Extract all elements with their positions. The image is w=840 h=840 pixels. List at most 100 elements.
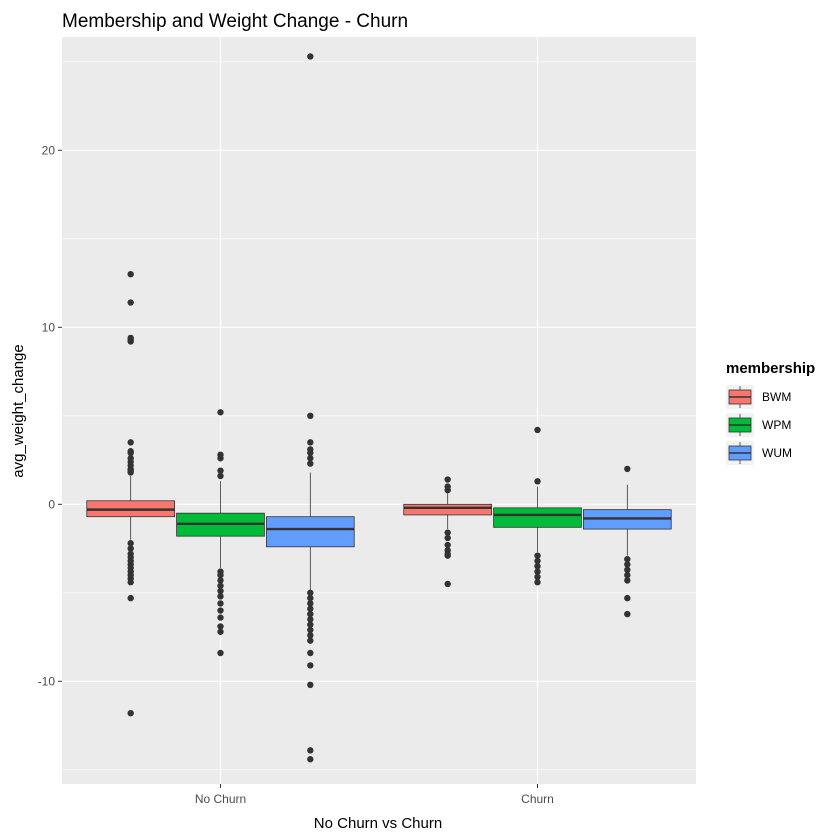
outlier-point: [307, 610, 314, 618]
outlier-point: [307, 439, 314, 446]
outlier-point: [307, 747, 314, 754]
outlier-point: [217, 614, 224, 621]
box-wpm-no-churn: [176, 409, 265, 657]
legend: membership BWM WPM WUM: [726, 360, 815, 465]
outlier-point: [127, 469, 134, 476]
outlier-point: [127, 579, 134, 586]
outlier-point: [217, 577, 224, 584]
outlier-point: [127, 270, 134, 278]
outlier-point: [307, 637, 314, 644]
legend-label: BWM: [762, 390, 791, 404]
outlier-point: [624, 610, 631, 618]
outlier-point: [307, 53, 314, 60]
outlier-point: [127, 594, 134, 602]
outlier-point: [217, 593, 224, 600]
outlier-point: [127, 540, 134, 547]
plot-panel: [62, 37, 696, 784]
box-body: [403, 503, 492, 516]
outlier-point: [217, 472, 224, 480]
outlier-point: [534, 573, 541, 581]
box-wum-churn: [583, 465, 672, 618]
y-tick-label: 0: [48, 497, 55, 511]
outlier-point: [307, 605, 314, 612]
outlier-point: [444, 476, 451, 483]
outlier-point: [624, 566, 631, 574]
outlier-point: [444, 529, 451, 536]
outlier-point: [624, 571, 631, 579]
outlier-point: [624, 594, 631, 602]
outlier-point: [307, 621, 314, 628]
outlier-point: [217, 628, 224, 635]
x-axis: No Churn Churn: [195, 784, 554, 806]
outlier-point: [307, 626, 314, 634]
outlier-point: [127, 545, 134, 552]
outlier-point: [307, 649, 314, 657]
outlier-point: [217, 582, 224, 589]
outlier-point: [217, 467, 224, 474]
outlier-point: [534, 557, 541, 565]
outlier-point: [307, 412, 314, 420]
outlier-point: [217, 409, 224, 416]
legend-label: WUM: [762, 446, 792, 460]
box-body: [266, 516, 355, 548]
outlier-point: [217, 455, 224, 462]
outlier-point: [444, 552, 451, 559]
panel-background: [62, 37, 696, 784]
outlier-point: [307, 616, 314, 623]
y-axis: -10 0 10 20: [38, 143, 62, 688]
outlier-point: [127, 299, 134, 306]
box-bwm-churn: [403, 476, 492, 588]
outlier-point: [444, 580, 451, 588]
outlier-point: [444, 534, 451, 542]
y-tick-label: 20: [42, 143, 56, 157]
x-tick-label: No Churn: [195, 792, 246, 806]
x-axis-title: No Churn vs Churn: [314, 815, 442, 832]
outlier-point: [307, 594, 314, 602]
outlier-point: [534, 568, 541, 575]
outlier-point: [217, 607, 224, 614]
legend-key-wum: [726, 441, 754, 465]
outlier-point: [127, 338, 134, 345]
outlier-point: [624, 561, 631, 568]
outlier-point: [624, 555, 631, 563]
outlier-point: [624, 577, 631, 584]
outlier-point: [217, 587, 224, 595]
outlier-point: [534, 552, 541, 559]
y-tick-label: 10: [42, 320, 56, 334]
box-wpm-churn: [493, 426, 582, 586]
outlier-point: [217, 649, 224, 657]
outlier-point: [444, 486, 451, 494]
outlier-point: [534, 478, 541, 485]
y-tick-label: -10: [38, 674, 56, 688]
outlier-point: [534, 563, 541, 570]
outlier-point: [127, 439, 134, 446]
outlier-point: [307, 681, 314, 689]
legend-label: WPM: [762, 418, 791, 432]
outlier-point: [217, 571, 224, 579]
outlier-point: [127, 449, 134, 457]
chart-title: Membership and Weight Change - Churn: [62, 11, 408, 32]
legend-title: membership: [726, 360, 815, 377]
x-tick-label: Churn: [521, 792, 554, 806]
outlier-point: [307, 449, 314, 457]
box-body: [493, 507, 582, 528]
outlier-point: [307, 662, 314, 669]
y-axis-title: avg_weight_change: [10, 344, 27, 477]
outlier-point: [534, 579, 541, 586]
outlier-point: [217, 600, 224, 607]
boxplots: [86, 53, 672, 763]
outlier-point: [307, 460, 314, 467]
box-bwm-no-churn: [86, 270, 175, 717]
outlier-point: [307, 455, 314, 462]
legend-key-wpm: [726, 413, 754, 437]
outlier-point: [307, 756, 314, 763]
outlier-point: [307, 632, 314, 639]
outlier-point: [624, 465, 631, 473]
outlier-point: [444, 541, 451, 549]
outlier-point: [217, 623, 224, 630]
outlier-point: [534, 426, 541, 434]
outlier-point: [127, 709, 134, 717]
legend-key-bwm: [726, 385, 754, 409]
box-wum-no-churn: [266, 53, 355, 763]
